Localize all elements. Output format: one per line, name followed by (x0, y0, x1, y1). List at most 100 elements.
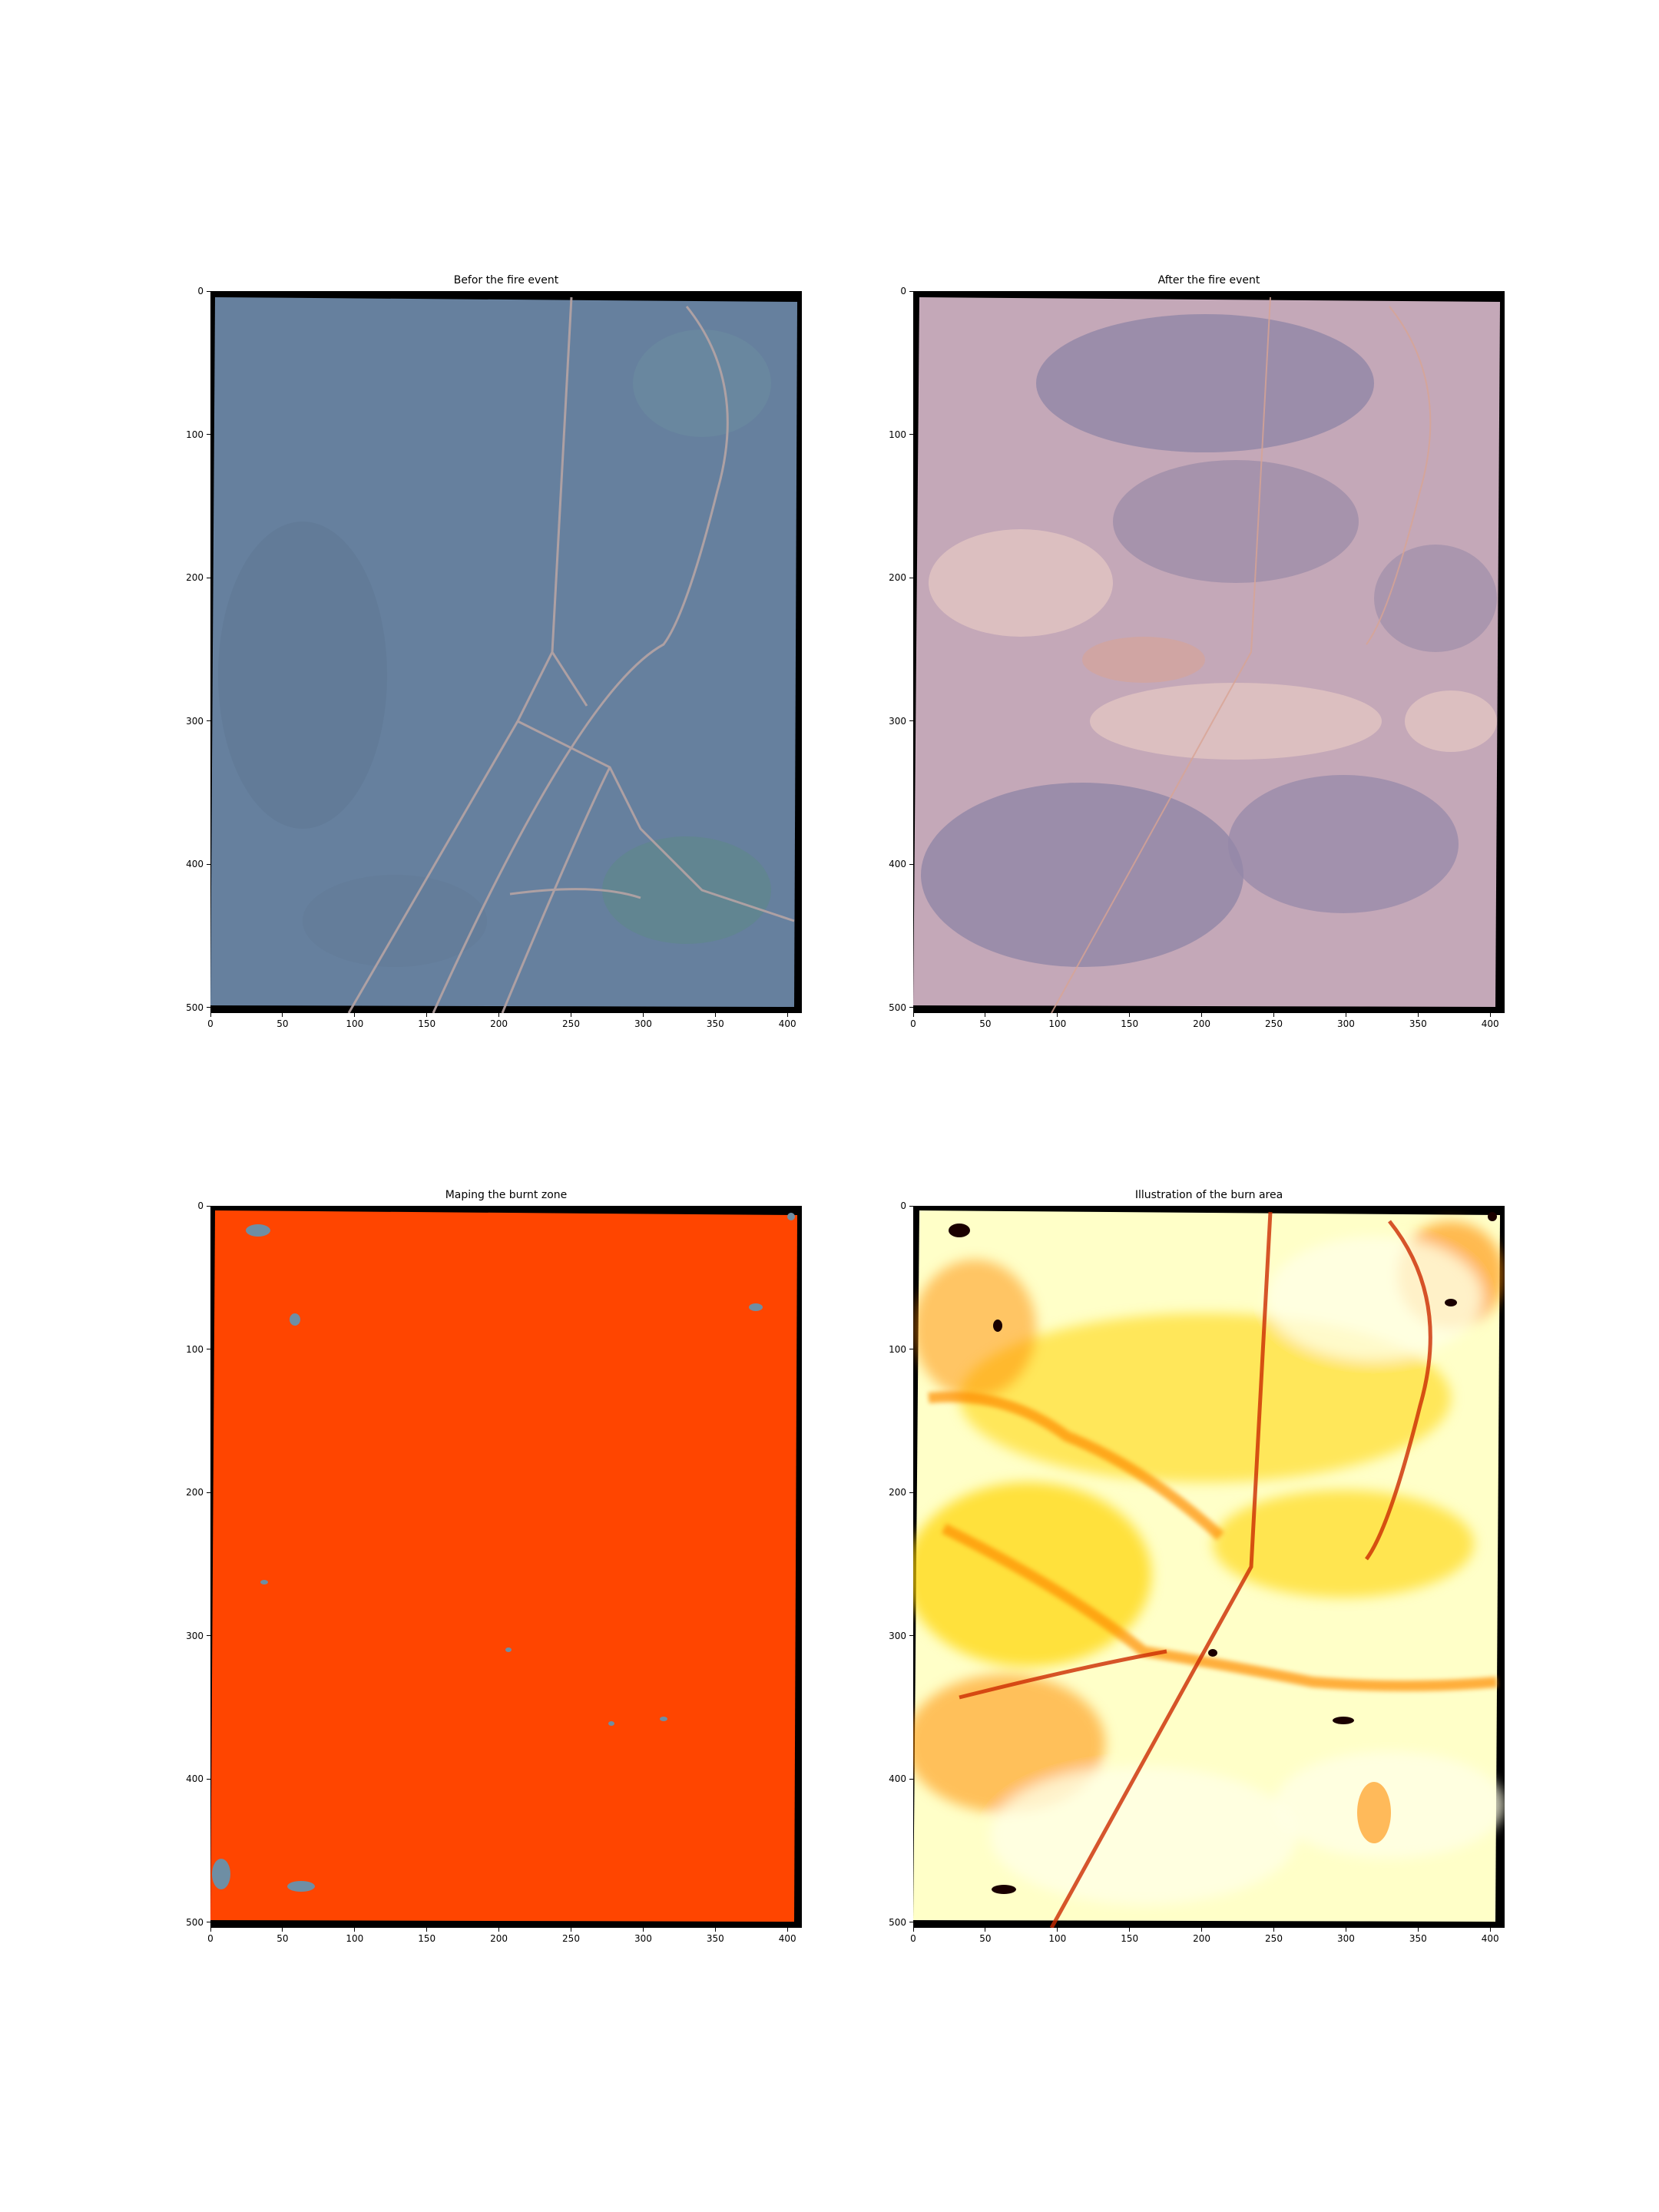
y-tick: 0 (197, 1199, 210, 1213)
y-tick-label: 300 (186, 715, 204, 727)
y-tick-mark (207, 1205, 210, 1207)
x-tick: 350 (700, 1928, 730, 1944)
x-tick-mark (282, 1928, 283, 1932)
x-tick-label: 50 (276, 1018, 289, 1029)
y-tick-mark (909, 1778, 913, 1780)
x-tick: 0 (195, 1013, 226, 1029)
y-tick-label: 400 (889, 1773, 906, 1785)
x-tick-label: 200 (1193, 1018, 1211, 1029)
y-tick: 200 (889, 571, 913, 584)
y-tick-label: 300 (186, 1630, 204, 1641)
y-tick-mark (207, 1492, 210, 1493)
x-tick-label: 400 (778, 1933, 796, 1944)
panel-burn-area: Illustration of the burn area (889, 1189, 1505, 1944)
x-tick: 50 (970, 1013, 1001, 1029)
x-tick-mark (912, 1928, 914, 1932)
x-tick-mark (1129, 1013, 1131, 1017)
x-tick: 200 (484, 1928, 515, 1944)
x-tick: 100 (339, 1928, 370, 1944)
y-tick: 400 (889, 1772, 913, 1786)
panel-title: After the fire event (1157, 274, 1260, 286)
x-tick: 150 (1114, 1013, 1145, 1029)
y-tick: 100 (889, 1343, 913, 1356)
y-tick-mark (207, 720, 210, 722)
x-tick-mark (498, 1013, 500, 1017)
x-tick: 0 (898, 1928, 929, 1944)
x-tick: 200 (1187, 1013, 1217, 1029)
x-tick-mark (1129, 1928, 1131, 1932)
x-tick-mark (1057, 1928, 1058, 1932)
x-tick-mark (642, 1013, 644, 1017)
y-tick-mark (207, 1778, 210, 1780)
x-tick-mark (498, 1928, 500, 1932)
y-tick: 300 (186, 1629, 210, 1643)
x-tick: 0 (898, 1013, 929, 1029)
x-tick: 50 (267, 1928, 298, 1944)
x-tick: 350 (1402, 1013, 1433, 1029)
y-tick-mark (909, 290, 913, 292)
x-tick-label: 100 (346, 1933, 364, 1944)
x-tick-label: 200 (1193, 1933, 1211, 1944)
y-tick-label: 500 (186, 1002, 204, 1013)
x-tick: 100 (1042, 1928, 1073, 1944)
x-tick-mark (786, 1928, 788, 1932)
x-tick-mark (1273, 1013, 1274, 1017)
y-tick: 100 (889, 428, 913, 442)
x-axis: 0 50 100 150 200 250 300 350 400 (207, 1928, 802, 1951)
x-tick-label: 0 (910, 1933, 916, 1944)
y-tick: 200 (186, 571, 210, 584)
x-tick-label: 50 (979, 1933, 992, 1944)
x-tick-label: 400 (1481, 1018, 1499, 1029)
y-tick: 300 (889, 1629, 913, 1643)
y-tick-label: 200 (186, 572, 204, 584)
y-tick-label: 100 (186, 1343, 204, 1355)
y-tick-label: 400 (186, 859, 204, 870)
x-tick: 50 (267, 1013, 298, 1029)
x-tick-mark (1273, 1928, 1274, 1932)
y-tick-mark (909, 434, 913, 435)
x-tick-label: 250 (1265, 1018, 1283, 1029)
y-tick-mark (909, 1492, 913, 1493)
y-tick-label: 300 (889, 715, 906, 727)
y-tick-label: 0 (197, 1200, 204, 1211)
y-tick: 200 (186, 1485, 210, 1499)
x-tick-label: 150 (1121, 1933, 1139, 1944)
panel-title: Maping the burnt zone (445, 1189, 568, 1201)
satellite-image-before (210, 291, 802, 1013)
x-tick-mark (1201, 1928, 1203, 1932)
y-tick: 500 (186, 1001, 210, 1015)
y-tick-label: 0 (900, 286, 906, 296)
y-tick: 400 (186, 857, 210, 871)
y-tick-mark (909, 863, 913, 865)
panel-title: Illustration of the burn area (1134, 1189, 1283, 1201)
y-tick-label: 0 (900, 1200, 906, 1211)
panel-title: Befor the fire event (453, 274, 559, 286)
x-tick: 300 (1330, 1928, 1361, 1944)
x-tick-mark (354, 1928, 356, 1932)
y-axis: 0 100 200 300 400 500 (882, 1200, 913, 1928)
x-tick: 100 (339, 1013, 370, 1029)
x-tick-label: 250 (1265, 1933, 1283, 1944)
panel-after-fire: After the fire event 0 100 200 300 40 (889, 274, 1505, 1029)
y-tick-mark (207, 290, 210, 292)
y-tick: 300 (186, 714, 210, 728)
y-tick: 0 (900, 284, 913, 298)
y-tick: 400 (889, 857, 913, 871)
burn-mask-image (210, 1206, 802, 1928)
x-tick-mark (786, 1013, 788, 1017)
x-tick: 300 (628, 1928, 658, 1944)
x-tick: 0 (195, 1928, 226, 1944)
x-tick-label: 350 (1409, 1018, 1427, 1029)
y-tick: 200 (889, 1485, 913, 1499)
x-tick-label: 50 (979, 1018, 992, 1029)
x-axis: 0 50 100 150 200 250 300 350 400 (910, 1013, 1505, 1036)
x-tick-mark (912, 1013, 914, 1017)
x-tick: 100 (1042, 1013, 1073, 1029)
y-tick-label: 400 (186, 1773, 204, 1785)
x-tick-label: 100 (1048, 1018, 1067, 1029)
y-tick-label: 0 (197, 286, 204, 296)
x-tick-label: 0 (207, 1933, 214, 1944)
x-tick-label: 0 (910, 1018, 916, 1029)
x-tick-label: 300 (634, 1018, 652, 1029)
